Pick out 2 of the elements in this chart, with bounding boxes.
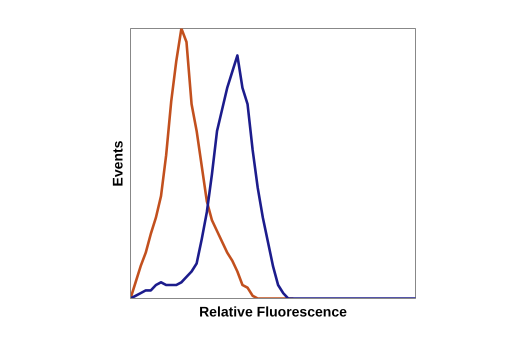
y-axis-title: Events (110, 140, 126, 186)
x-axis-title: Relative Fluorescence (199, 304, 348, 320)
